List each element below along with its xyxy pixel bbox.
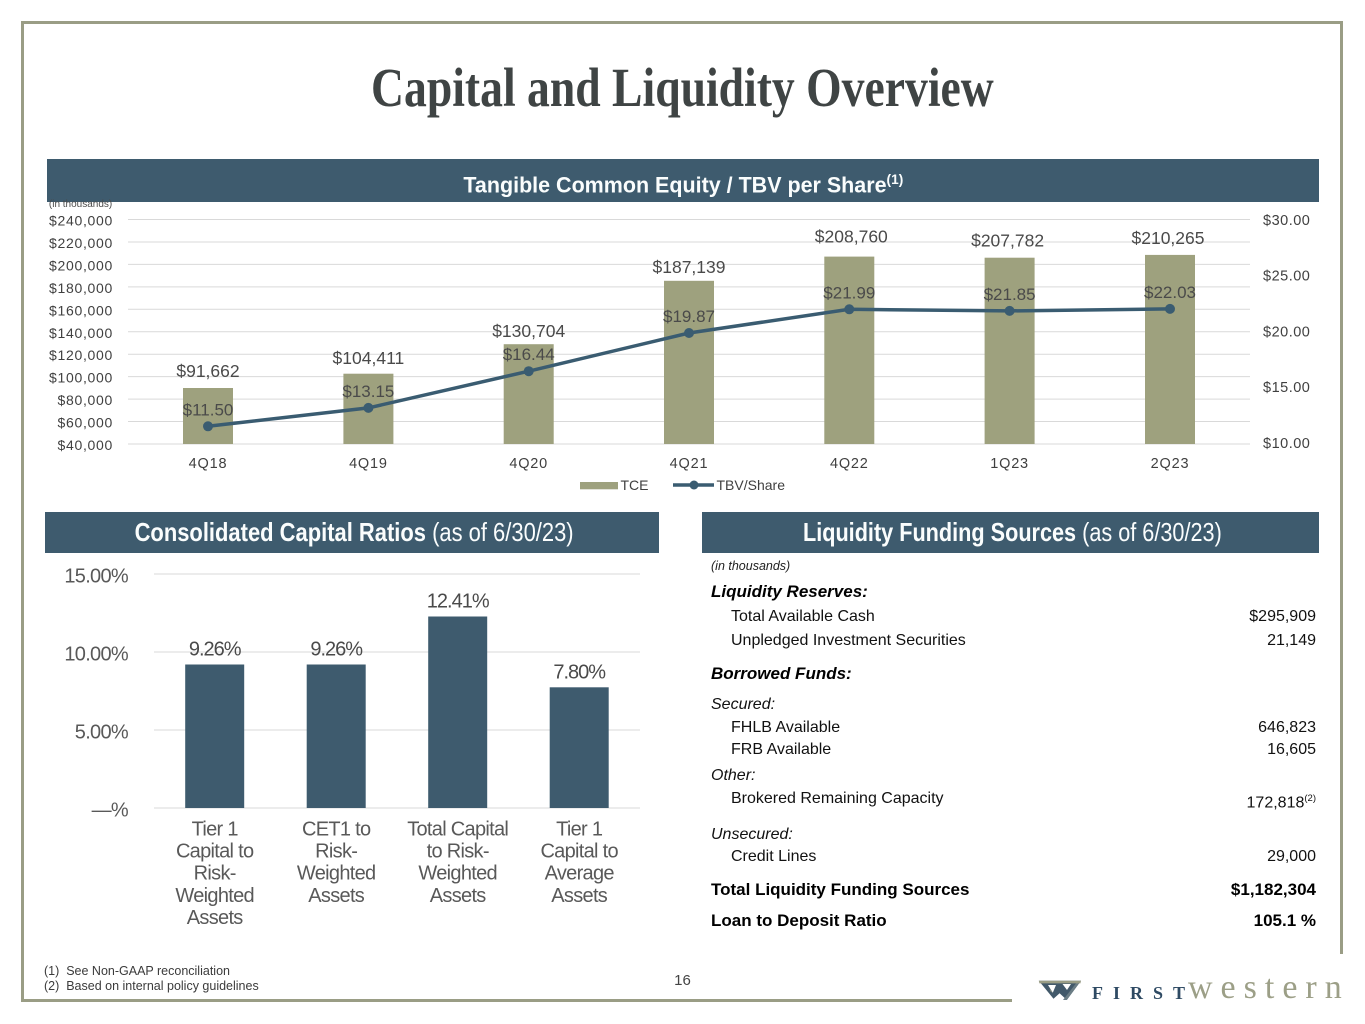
svg-text:$180,000: $180,000 [49,280,113,296]
svg-text:$20.00: $20.00 [1263,324,1310,340]
svg-text:Capital to: Capital to [176,841,254,863]
svg-text:—%: —% [92,800,129,822]
svg-text:9.26%: 9.26% [189,639,242,661]
svg-text:$30.00: $30.00 [1263,213,1310,229]
svg-text:Risk-: Risk- [194,863,236,885]
svg-text:1Q23: 1Q23 [990,456,1029,472]
svg-text:4Q19: 4Q19 [349,456,388,472]
svg-text:Total Capital: Total Capital [407,818,508,840]
svg-text:4Q22: 4Q22 [830,456,869,472]
svg-text:5.00%: 5.00% [75,722,129,744]
svg-text:$200,000: $200,000 [49,257,113,273]
svg-text:$130,704: $130,704 [492,321,565,341]
svg-text:$60,000: $60,000 [57,415,113,431]
svg-text:$187,139: $187,139 [653,257,726,277]
svg-text:$160,000: $160,000 [49,302,113,318]
svg-text:$15.00: $15.00 [1263,380,1310,396]
svg-text:Weighted: Weighted [418,863,497,885]
svg-text:Capital to: Capital to [540,841,618,863]
svg-text:4Q20: 4Q20 [509,456,548,472]
svg-text:$40,000: $40,000 [57,437,113,453]
svg-text:Assets: Assets [308,885,365,907]
svg-text:9.26%: 9.26% [310,639,363,661]
svg-text:$22.03: $22.03 [1144,283,1196,302]
svg-text:to Risk-: to Risk- [427,841,489,863]
svg-text:Assets: Assets [551,885,608,907]
svg-text:$91,662: $91,662 [176,361,239,381]
svg-text:$21.85: $21.85 [984,285,1036,304]
svg-text:Risk-: Risk- [315,841,357,863]
svg-text:$16.44: $16.44 [503,345,555,364]
svg-text:Assets: Assets [187,907,244,929]
svg-text:Average: Average [545,863,615,885]
svg-text:12.41%: 12.41% [427,591,490,613]
svg-text:Weighted: Weighted [297,863,376,885]
svg-text:10.00%: 10.00% [64,644,129,666]
svg-text:4Q21: 4Q21 [670,456,709,472]
svg-text:$240,000: $240,000 [49,213,113,229]
svg-text:$25.00: $25.00 [1263,269,1310,285]
svg-text:$19.87: $19.87 [663,307,715,326]
svg-text:$120,000: $120,000 [49,347,113,363]
svg-text:$104,411: $104,411 [333,348,405,368]
svg-text:Weighted: Weighted [175,885,254,907]
svg-text:CET1 to: CET1 to [302,818,371,840]
svg-text:$140,000: $140,000 [49,325,113,341]
svg-text:Tier 1: Tier 1 [192,818,239,840]
svg-text:$21.99: $21.99 [823,283,875,302]
svg-text:7.80%: 7.80% [553,661,606,683]
svg-text:TBV/Share: TBV/Share [717,477,786,493]
svg-text:$11.50: $11.50 [183,400,234,419]
svg-text:Assets: Assets [430,885,487,907]
svg-text:$10.00: $10.00 [1263,436,1310,452]
svg-text:(in thousands): (in thousands) [49,199,112,210]
svg-text:$80,000: $80,000 [57,392,113,408]
svg-text:15.00%: 15.00% [64,566,129,588]
svg-text:$100,000: $100,000 [49,370,113,386]
svg-text:$13.15: $13.15 [342,382,394,401]
svg-text:$210,265: $210,265 [1132,228,1205,248]
svg-text:4Q18: 4Q18 [189,456,228,472]
svg-text:TCE: TCE [621,477,649,493]
svg-text:$220,000: $220,000 [49,235,113,251]
svg-text:2Q23: 2Q23 [1151,456,1190,472]
svg-text:$208,760: $208,760 [815,227,888,247]
svg-text:$207,782: $207,782 [971,231,1044,251]
svg-text:Tier 1: Tier 1 [556,818,603,840]
